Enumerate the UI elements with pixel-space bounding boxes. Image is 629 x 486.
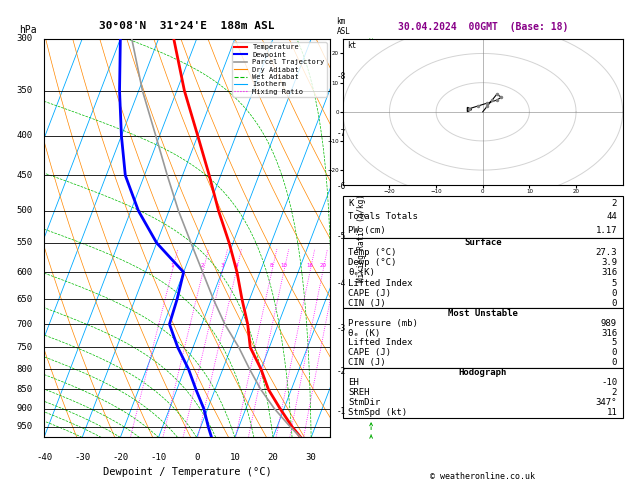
Text: SREH: SREH xyxy=(348,388,370,398)
Text: 0: 0 xyxy=(194,453,199,462)
Text: 20: 20 xyxy=(267,453,279,462)
Bar xyxy=(343,308,623,368)
Text: kt: kt xyxy=(347,41,357,50)
Text: -1: -1 xyxy=(337,407,346,416)
Text: 450: 450 xyxy=(16,171,33,180)
Text: 27.3: 27.3 xyxy=(596,248,617,257)
Text: hPa: hPa xyxy=(19,25,37,35)
Text: 989: 989 xyxy=(601,319,617,328)
Text: -10: -10 xyxy=(150,453,167,462)
Text: 4: 4 xyxy=(234,263,238,268)
Text: Mixing Ratio (g/kg): Mixing Ratio (g/kg) xyxy=(357,194,366,282)
Text: -30: -30 xyxy=(74,453,90,462)
Text: θₑ (K): θₑ (K) xyxy=(348,329,381,338)
Text: 44: 44 xyxy=(606,212,617,222)
Text: 800: 800 xyxy=(16,364,33,374)
Text: 700: 700 xyxy=(16,320,33,329)
Text: © weatheronline.co.uk: © weatheronline.co.uk xyxy=(430,472,535,481)
Bar xyxy=(343,196,623,238)
Text: 10: 10 xyxy=(230,453,240,462)
Text: Lifted Index: Lifted Index xyxy=(348,338,413,347)
Text: -20: -20 xyxy=(113,453,128,462)
Text: 400: 400 xyxy=(16,131,33,140)
Text: PW (cm): PW (cm) xyxy=(348,226,386,235)
Text: 750: 750 xyxy=(16,343,33,352)
Text: StmDir: StmDir xyxy=(348,399,381,407)
Bar xyxy=(343,368,623,418)
Text: 900: 900 xyxy=(16,404,33,413)
Text: 5: 5 xyxy=(612,338,617,347)
Text: 347°: 347° xyxy=(596,399,617,407)
Text: -2: -2 xyxy=(337,366,346,376)
Text: 10: 10 xyxy=(280,263,287,268)
Text: CIN (J): CIN (J) xyxy=(348,299,386,308)
Text: 2: 2 xyxy=(612,388,617,398)
Text: EH: EH xyxy=(348,378,359,387)
Text: -5: -5 xyxy=(337,232,346,241)
Text: -4: -4 xyxy=(337,279,346,288)
Text: Dewp (°C): Dewp (°C) xyxy=(348,258,397,267)
Text: 350: 350 xyxy=(16,87,33,95)
Text: StmSpd (kt): StmSpd (kt) xyxy=(348,408,408,417)
Text: 2: 2 xyxy=(201,263,204,268)
Text: Temp (°C): Temp (°C) xyxy=(348,248,397,257)
Text: 16: 16 xyxy=(306,263,313,268)
Text: K: K xyxy=(348,199,353,208)
Text: -6: -6 xyxy=(337,182,346,191)
Text: 500: 500 xyxy=(16,207,33,215)
Text: Most Unstable: Most Unstable xyxy=(448,309,518,318)
Text: -8: -8 xyxy=(337,71,346,81)
Bar xyxy=(343,238,623,308)
Text: 1.17: 1.17 xyxy=(596,226,617,235)
Text: 1: 1 xyxy=(170,263,174,268)
Text: CAPE (J): CAPE (J) xyxy=(348,348,391,357)
Text: 316: 316 xyxy=(601,329,617,338)
Text: 0: 0 xyxy=(612,299,617,308)
Text: -40: -40 xyxy=(36,453,52,462)
Text: Totals Totals: Totals Totals xyxy=(348,212,418,222)
Text: 950: 950 xyxy=(16,422,33,432)
Text: 5: 5 xyxy=(612,278,617,288)
Text: -10: -10 xyxy=(601,378,617,387)
Text: Pressure (mb): Pressure (mb) xyxy=(348,319,418,328)
Text: 316: 316 xyxy=(601,268,617,278)
Text: 11: 11 xyxy=(606,408,617,417)
Text: 30°08'N  31°24'E  188m ASL: 30°08'N 31°24'E 188m ASL xyxy=(99,21,275,31)
Text: 30: 30 xyxy=(306,453,316,462)
Text: 0: 0 xyxy=(612,348,617,357)
Text: 3.9: 3.9 xyxy=(601,258,617,267)
Text: 300: 300 xyxy=(16,35,33,43)
Text: 0: 0 xyxy=(612,289,617,297)
Text: CAPE (J): CAPE (J) xyxy=(348,289,391,297)
Text: 20: 20 xyxy=(319,263,326,268)
Text: 0: 0 xyxy=(612,358,617,367)
Text: Hodograph: Hodograph xyxy=(459,368,507,377)
Legend: Temperature, Dewpoint, Parcel Trajectory, Dry Adiabat, Wet Adiabat, Isotherm, Mi: Temperature, Dewpoint, Parcel Trajectory… xyxy=(232,42,326,97)
Text: Lifted Index: Lifted Index xyxy=(348,278,413,288)
Text: 650: 650 xyxy=(16,295,33,304)
Text: Surface: Surface xyxy=(464,238,501,247)
Text: -3: -3 xyxy=(337,324,346,333)
Text: 3: 3 xyxy=(220,263,224,268)
Text: CIN (J): CIN (J) xyxy=(348,358,386,367)
Text: 600: 600 xyxy=(16,268,33,277)
Text: -7: -7 xyxy=(337,129,346,138)
Text: Dewpoint / Temperature (°C): Dewpoint / Temperature (°C) xyxy=(103,468,272,477)
Text: 2: 2 xyxy=(612,199,617,208)
Text: 550: 550 xyxy=(16,239,33,247)
Text: 850: 850 xyxy=(16,385,33,394)
Text: km
ASL: km ASL xyxy=(337,17,350,36)
Text: 30.04.2024  00GMT  (Base: 18): 30.04.2024 00GMT (Base: 18) xyxy=(398,21,568,32)
Text: 8: 8 xyxy=(270,263,274,268)
Text: θₑ(K): θₑ(K) xyxy=(348,268,376,278)
